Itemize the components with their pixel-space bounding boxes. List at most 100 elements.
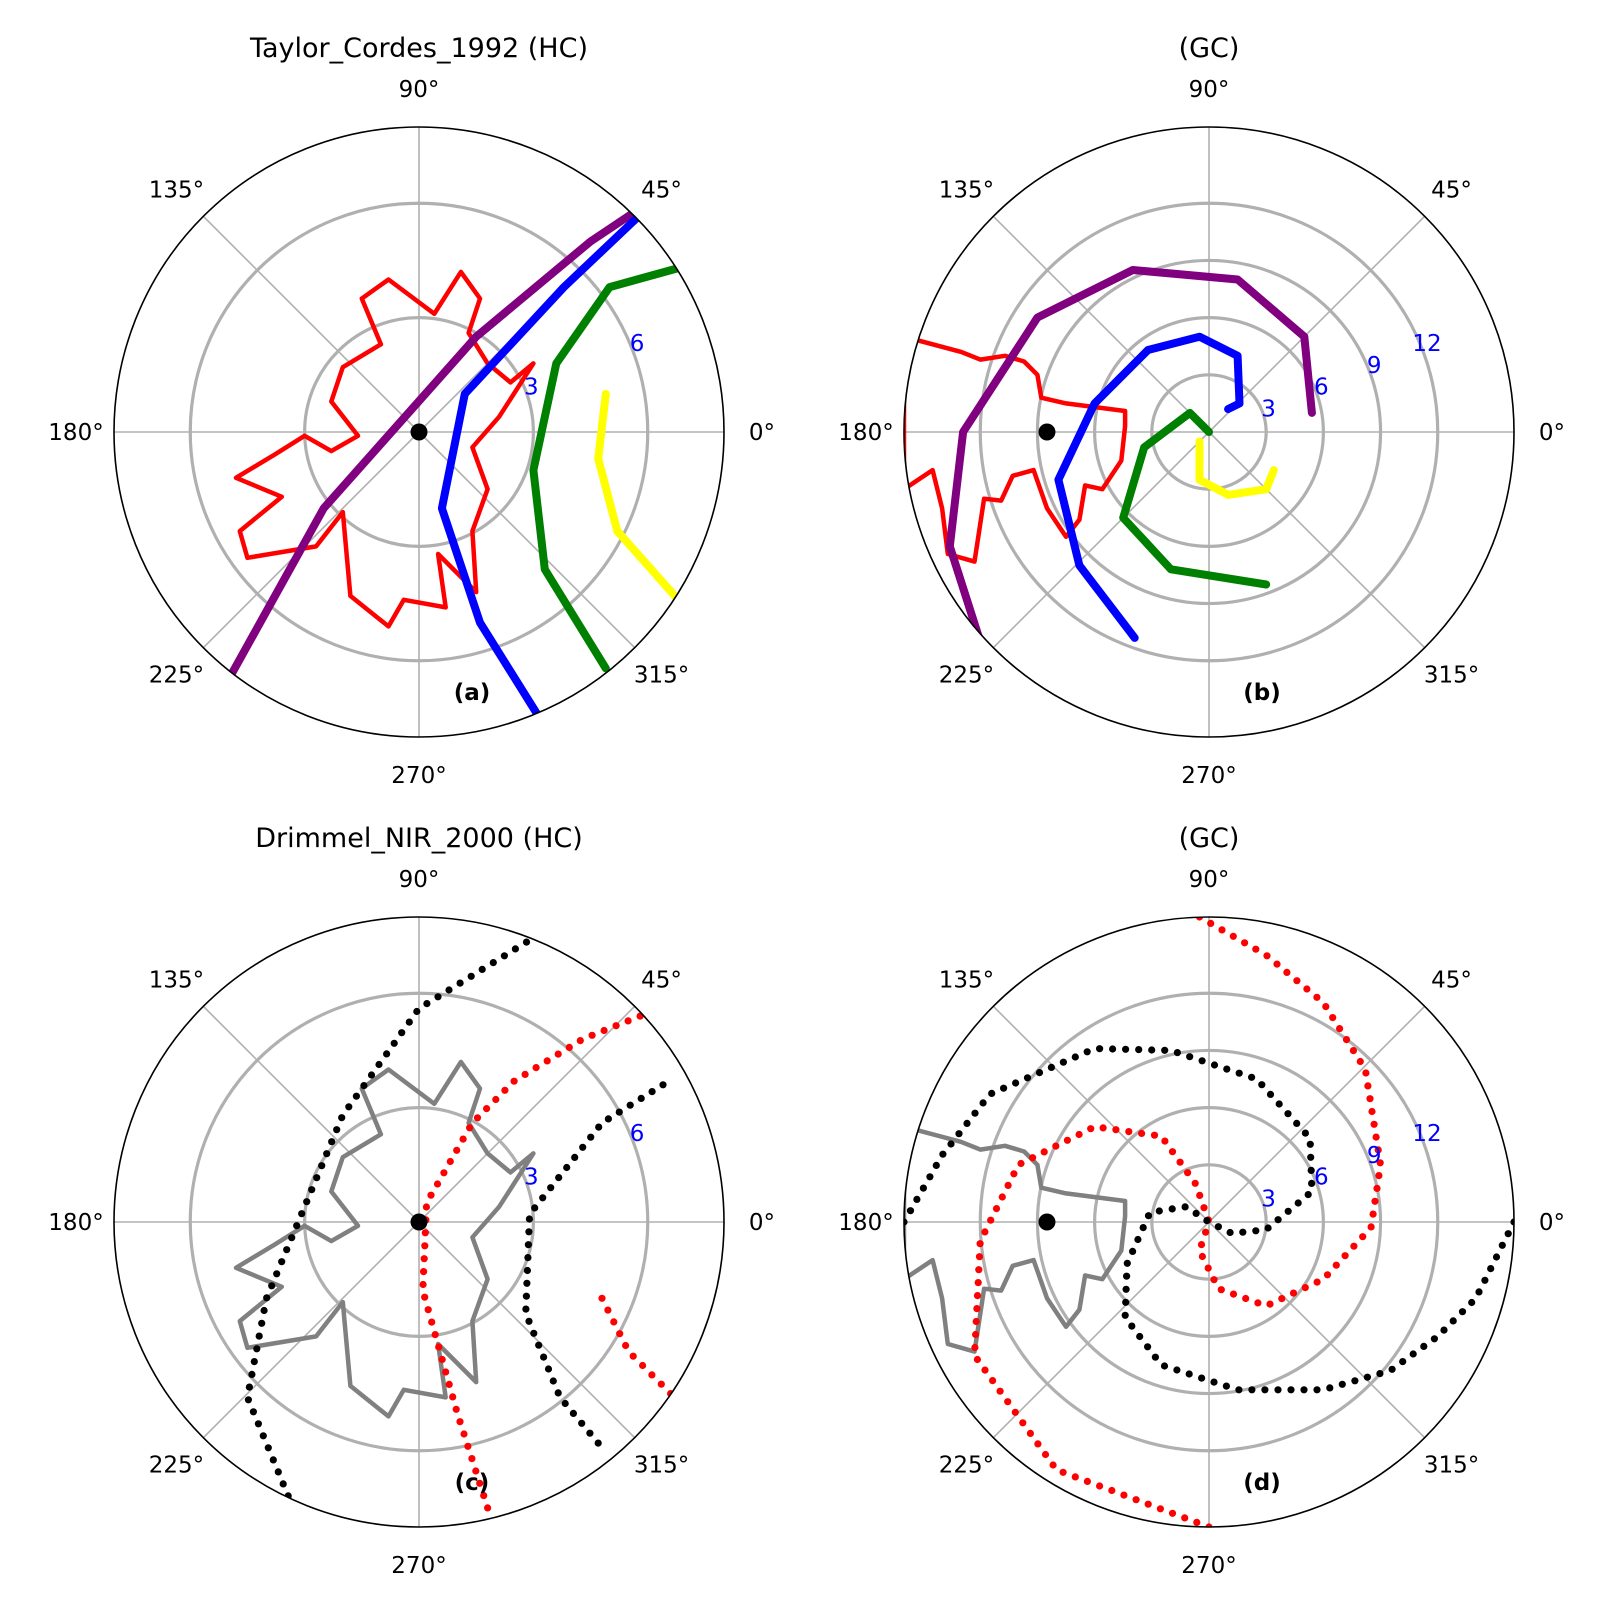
spiral-arm-dot: [1202, 1228, 1210, 1236]
radial-tick-label: 12: [1412, 1121, 1441, 1147]
spiral-arm-dot: [637, 1094, 645, 1102]
spiral-arm-dot: [1123, 1259, 1131, 1267]
spiral-arm-dot: [375, 1060, 383, 1069]
spiral-arm-dot: [464, 1442, 472, 1450]
spiral-arm-dot: [1026, 1429, 1034, 1437]
angular-gridline: [418, 1221, 636, 1439]
spiral-arm-dot: [1176, 1158, 1184, 1166]
spiral-arm-line: [945, 266, 1316, 646]
spiral-arm-dot: [588, 1031, 596, 1039]
spiral-arm-dot: [1264, 1224, 1272, 1232]
spiral-arm-dot: [1096, 1045, 1104, 1053]
angular-gridline: [202, 1005, 420, 1223]
sun-marker: [1038, 423, 1056, 441]
spiral-arm-dot: [1210, 1378, 1218, 1386]
spiral-arm-dot: [648, 1371, 656, 1379]
spiral-arm-dot: [1071, 1473, 1079, 1481]
spiral-arm-dot: [1083, 1048, 1091, 1056]
spiral-arm-dot: [1364, 1082, 1372, 1090]
spiral-arm-dot: [1096, 1482, 1104, 1490]
spiral-arm-dot: [1087, 1125, 1095, 1133]
spiral-arm-dot: [433, 1180, 442, 1188]
spiral-arm-dot: [992, 1205, 1001, 1213]
spiral-arm-dot: [1135, 1046, 1143, 1054]
spiral-arm-dot: [547, 1184, 555, 1192]
spiral-arm-dot: [1196, 1191, 1204, 1199]
spiral-arm-dot: [405, 1018, 413, 1026]
spiral-arm-dot: [1160, 1362, 1169, 1370]
spiral-arm-dot: [468, 1455, 476, 1463]
spiral-arm-dot: [1449, 1317, 1457, 1325]
angle-tick-label: 135°: [149, 177, 204, 203]
spiral-arm-dot: [1248, 1386, 1256, 1394]
spiral-arm-dot: [1034, 1440, 1042, 1448]
spiral-arm-dot: [1148, 1046, 1156, 1054]
spiral-arm-dot: [955, 1130, 963, 1138]
angular-gridline: [1208, 215, 1426, 433]
spiral-arm-dot: [629, 1352, 637, 1360]
spiral-arm-dot: [413, 1007, 421, 1016]
spiral-arm-dot: [539, 1194, 547, 1202]
spiral-arm-dot: [1144, 1500, 1152, 1508]
spiral-arm-dot: [1168, 1148, 1177, 1156]
spiral-arm-dot: [1293, 977, 1301, 985]
spiral-arm-dot: [472, 1467, 480, 1475]
spiral-arm-dot: [1138, 1129, 1146, 1137]
spiral-arm-dot: [427, 1191, 435, 1199]
spiral-arm-dot: [971, 1109, 979, 1117]
spiral-arm-dot: [1121, 1311, 1129, 1319]
spiral-arm-dot: [1075, 1130, 1083, 1139]
spiral-arm-dot: [659, 1081, 667, 1089]
spiral-arm-dot: [1326, 1384, 1334, 1392]
spiral-arm-dot: [973, 1305, 981, 1313]
spiral-arm-dot: [260, 1306, 268, 1315]
radial-gridline: [188, 201, 650, 663]
spiral-arm-dot: [383, 1050, 391, 1058]
spiral-arm-dot: [971, 1343, 979, 1352]
angle-tick-label: 135°: [939, 967, 994, 993]
angular-gridline: [992, 215, 1210, 433]
angular-gridline: [202, 1221, 420, 1439]
spiral-arm-dot: [467, 972, 475, 980]
angular-gridline: [1208, 1005, 1426, 1223]
sun-marker: [410, 1213, 428, 1231]
spiral-arm-dot: [268, 1282, 276, 1290]
spiral-arm-dot: [604, 1115, 613, 1123]
spiral-arm-dot: [445, 986, 453, 994]
panel-title: Taylor_Cordes_1992 (HC): [249, 33, 588, 64]
contour-line: [904, 334, 1128, 564]
spiral-arm-dot: [1430, 1335, 1438, 1343]
spiral-arm-dot: [274, 1468, 282, 1476]
spiral-arm-dot: [523, 1266, 532, 1275]
spiral-arm-dot: [1017, 1159, 1025, 1168]
spiral-arm-dot: [352, 1092, 360, 1100]
spiral-arm-dot: [1144, 1343, 1152, 1351]
spiral-arm-dot: [483, 1105, 491, 1113]
spiral-arm-dot: [973, 1355, 982, 1364]
angle-tick-label: 90°: [399, 867, 440, 893]
spiral-arm-dot: [976, 1240, 984, 1248]
spiral-arm-dot: [1205, 1523, 1213, 1527]
spiral-arm-dot: [273, 1270, 281, 1278]
spiral-arm-dot: [532, 1064, 540, 1072]
spiral-arm-dot: [473, 1114, 482, 1122]
panel-d: 0° 45° 90° 135° 180° 225° 270° 315° 3 6 9 12 (GC) (d): [838, 823, 1565, 1579]
spiral-arm-dot: [456, 1418, 464, 1426]
panel-label: (a): [454, 680, 491, 706]
spiral-arm-dot: [1185, 1370, 1193, 1378]
spiral-arm-dot: [1108, 1486, 1116, 1495]
spiral-arm-dot: [534, 931, 542, 939]
spiral-arm-dot: [269, 1456, 277, 1464]
angle-tick-label: 0°: [1539, 420, 1565, 446]
radial-gridline: [303, 1106, 535, 1338]
spiral-arm-dot: [1004, 1181, 1012, 1189]
spiral-arm-dot: [919, 1184, 928, 1192]
spiral-arm-dot: [484, 1504, 492, 1512]
spiral-arm-dot: [313, 1174, 321, 1182]
spiral-arm-dot: [338, 1114, 346, 1122]
spiral-arm-dot: [624, 1017, 632, 1025]
spiral-arm-dot: [323, 1150, 331, 1158]
spiral-arm-dot: [1123, 1272, 1131, 1280]
spiral-arm-dot: [253, 1345, 261, 1353]
spiral-arm-dot: [434, 993, 442, 1001]
